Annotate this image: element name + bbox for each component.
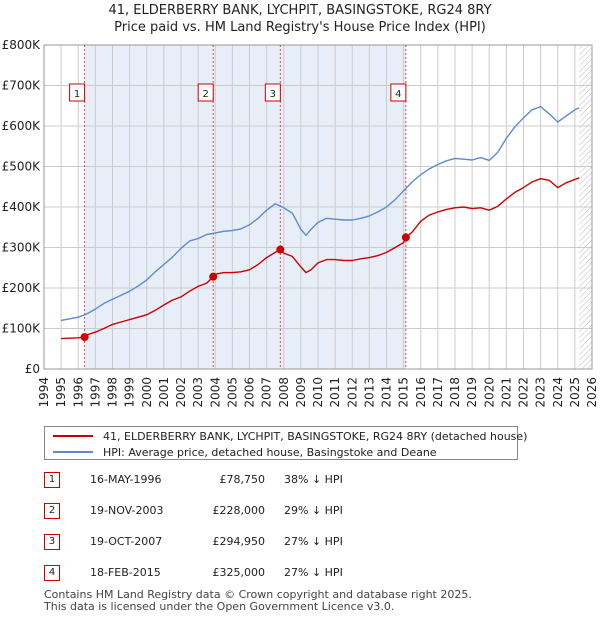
legend-label-hpi: HPI: Average price, detached house, Basi… [103,445,437,459]
legend-swatch-property [53,435,93,437]
x-tick-label: 2017 [431,377,445,408]
y-tick-label: £200K [2,281,42,295]
event-marker-label: 2 [203,89,209,100]
transaction-row: 1 16-MAY-1996 £78,750 38% ↓ HPI [0,470,600,490]
x-tick-label: 2008 [277,377,291,408]
transaction-date: 18-FEB-2015 [90,566,161,579]
footer-license: This data is licensed under the Open Gov… [44,600,395,613]
y-tick-label: £0 [25,362,40,376]
y-tick-label: £300K [2,241,42,255]
chart-subtitle: Price paid vs. HM Land Registry's House … [114,20,486,35]
y-tick-label: £100K [2,322,42,336]
x-tick-label: 2016 [414,377,428,408]
x-tick-label: 1996 [71,377,85,408]
transaction-date: 19-OCT-2007 [90,535,163,548]
transaction-row: 4 18-FEB-2015 £325,000 27% ↓ HPI [0,563,600,583]
sale-point [276,245,285,254]
sale-point [80,333,89,342]
price-chart: £0 £100K £200K £300K £400K £500K £600K £700K £80… [2,38,599,408]
y-tick-label: £800K [2,38,42,52]
y-tick-label: £400K [2,200,42,214]
x-tick-label: 2001 [157,377,171,408]
transaction-badge: 1 [44,472,60,488]
transaction-price: £228,000 [212,504,266,517]
transaction-price: £78,750 [219,473,266,486]
x-tick-label: 1995 [54,377,68,408]
x-tick-label: 1994 [37,377,51,408]
x-tick-label: 2024 [551,377,565,408]
transaction-row: 3 19-OCT-2007 £294,950 27% ↓ HPI [0,532,600,552]
plot-border [43,44,593,370]
hpi-line [60,105,580,322]
transaction-price: £294,950 [212,535,266,548]
chart-title: 41, ELDERBERRY BANK, LYCHPIT, BASINGSTOK… [108,3,492,18]
transaction-hpi-diff: 27% ↓ HPI [284,535,343,548]
x-tick-label: 2021 [499,377,513,408]
y-tick-label: £500K [2,160,42,174]
x-tick-label: 2015 [397,377,411,408]
transaction-badge: 4 [44,565,60,581]
x-tick-label: 2012 [345,377,359,408]
x-tick-label: 2007 [260,377,274,408]
x-tick-label: 2000 [140,377,154,408]
event-marker-label: 4 [395,89,401,100]
legend-item-property: 41, ELDERBERRY BANK, LYCHPIT, BASINGSTOK… [53,428,527,444]
sale-point [209,272,218,281]
legend: 41, ELDERBERRY BANK, LYCHPIT, BASINGSTOK… [44,426,527,460]
x-tick-label: 2018 [448,377,462,408]
x-tick-label: 1999 [123,377,137,408]
y-tick-label: £600K [2,119,42,133]
x-tick-label: 2020 [482,377,496,408]
x-tick-label: 2014 [380,377,394,408]
x-tick-label: 2026 [585,377,599,408]
transaction-hpi-diff: 27% ↓ HPI [284,566,343,579]
x-tick-label: 2013 [362,377,376,408]
x-tick-label: 2002 [174,377,188,408]
legend-item-hpi: HPI: Average price, detached house, Basi… [53,444,437,460]
transaction-date: 16-MAY-1996 [90,473,162,486]
x-tick-label: 2025 [568,377,582,408]
x-tick-label: 2022 [517,377,531,408]
sale-point [401,233,410,242]
x-tick-label: 1997 [88,377,102,408]
transaction-row: 2 19-NOV-2003 £228,000 29% ↓ HPI [0,501,600,521]
x-tick-label: 2003 [191,377,205,408]
x-tick-label: 1998 [106,377,120,408]
event-marker-label: 1 [74,89,80,100]
x-tick-label: 2005 [225,377,239,408]
footer-copyright: Contains HM Land Registry data © Crown c… [44,588,472,601]
event-marker-box [390,83,407,102]
transaction-badge: 2 [44,503,60,519]
x-tick-label: 2011 [328,377,342,408]
property-price-line [61,177,580,340]
event-marker-box [69,83,86,102]
legend-label-property: 41, ELDERBERRY BANK, LYCHPIT, BASINGSTOK… [103,429,528,443]
transaction-price: £325,000 [212,566,266,579]
event-marker-label: 3 [270,89,276,100]
transaction-date: 19-NOV-2003 [90,504,164,517]
legend-swatch-hpi [53,451,93,453]
chart-title-block: 41, ELDERBERRY BANK, LYCHPIT, BASINGSTOK… [0,2,600,36]
x-tick-label: 2009 [294,377,308,408]
transaction-badge: 3 [44,534,60,550]
event-marker-box [264,83,281,102]
x-tick-label: 2023 [534,377,548,408]
x-tick-label: 2010 [311,377,325,408]
footer: Contains HM Land Registry data © Crown c… [44,589,472,613]
event-marker-box [197,83,214,102]
y-tick-label: £700K [2,79,42,93]
x-tick-label: 2019 [465,377,479,408]
transaction-hpi-diff: 29% ↓ HPI [284,504,343,517]
x-tick-label: 2004 [208,377,222,408]
transaction-hpi-diff: 38% ↓ HPI [284,473,343,486]
x-tick-label: 2006 [243,377,257,408]
